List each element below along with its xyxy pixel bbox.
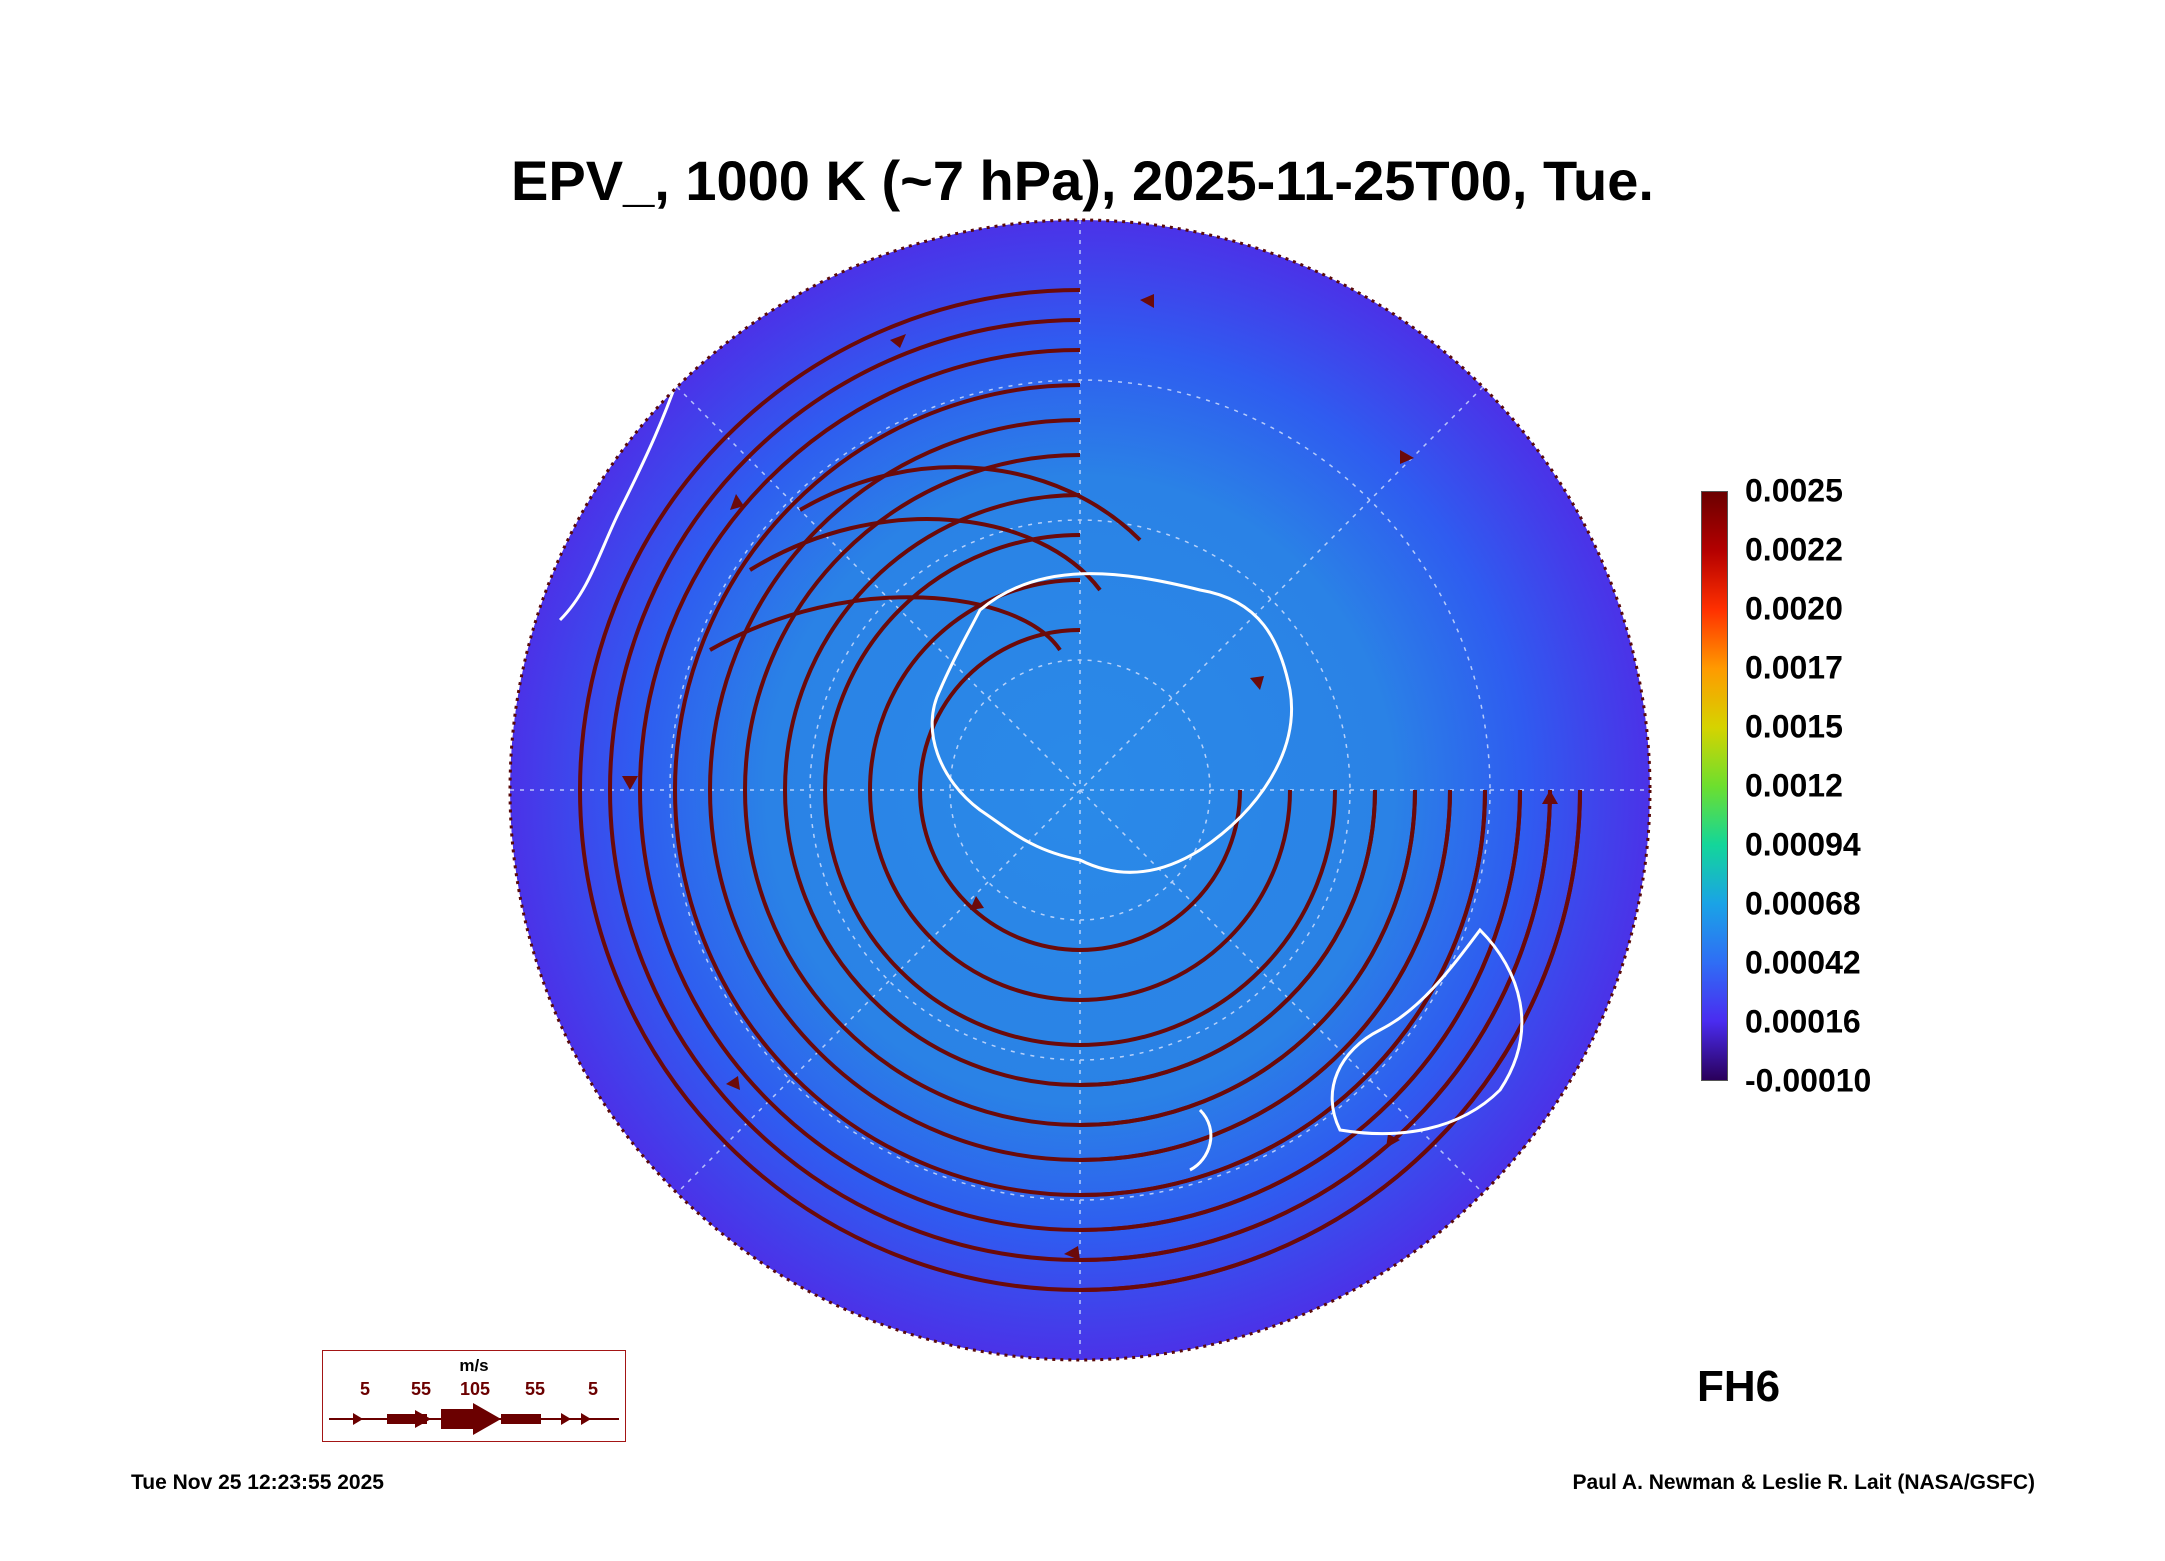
graticule [510, 220, 1650, 1360]
timestamp: Tue Nov 25 12:23:55 2025 [131, 1471, 384, 1494]
streamline [1079, 789, 1582, 1292]
streamline [1079, 789, 1417, 1127]
coastline-antarctica [930, 572, 1293, 874]
wind-legend-value: 5 [359, 1379, 371, 1399]
colorbar-tick-label: 0.0017 [1745, 649, 1843, 686]
colorbar-tick-label: 0.00094 [1745, 826, 1861, 863]
colorbar-tick-label: 0.0025 [1745, 472, 1843, 509]
arrowhead [1386, 1134, 1400, 1148]
wind-legend-value: 55 [524, 1379, 546, 1399]
arrowhead [1250, 676, 1264, 690]
colorbar-tick-label: 0.00016 [1745, 1003, 1861, 1040]
stream-arrows [622, 294, 1558, 1260]
streamline [1079, 789, 1377, 1087]
arrowhead [726, 1076, 740, 1090]
polar-map-svg [508, 218, 1652, 1362]
streamline [798, 465, 1142, 542]
coastline-australia [1330, 927, 1524, 1136]
streamline [1079, 789, 1452, 1162]
wind-legend-value: 5 [587, 1379, 599, 1399]
colorbar-tick-label: 0.0022 [1745, 531, 1843, 568]
colorbar [1701, 491, 1728, 1081]
coastline-new-zealand [1189, 1108, 1213, 1172]
colorbar-tick-label: 0.00042 [1745, 944, 1861, 981]
colorbar-tick-label: -0.00010 [1745, 1062, 1872, 1099]
streamline [823, 533, 1337, 1047]
credit: Paul A. Newman & Leslie R. Lait (NASA/GS… [1572, 1471, 2035, 1494]
streamline [1079, 789, 1552, 1262]
arrowhead [970, 896, 984, 910]
arrowhead [1542, 790, 1558, 804]
plot-title: EPV_, 1000 K (~7 hPa), 2025-11-25T00, Tu… [511, 149, 1654, 212]
arrowhead [730, 494, 744, 510]
polar-map [500, 210, 1660, 1370]
coastline-south-america [558, 339, 692, 622]
streamline [748, 517, 1102, 592]
arrowhead [1400, 450, 1414, 464]
wind-legend-arrows [329, 1403, 619, 1435]
wind-legend-value: 105 [459, 1379, 491, 1399]
streamlines [578, 288, 1582, 1292]
coastline-africa [1358, 220, 1521, 260]
streamline [1079, 789, 1487, 1197]
streamline [918, 628, 1242, 952]
colorbar-tick-label: 0.0020 [1745, 590, 1843, 627]
wind-speed-legend: m/s 5 55 105 55 5 [322, 1350, 626, 1442]
arrowhead [622, 776, 638, 790]
wind-unit-label: m/s [459, 1356, 489, 1375]
colorbar-tick-label: 0.0012 [1745, 767, 1843, 804]
forecast-hour-label: FH6 [1697, 1362, 1781, 1411]
wind-legend-value: 55 [410, 1379, 432, 1399]
streamline [868, 578, 1292, 1002]
colorbar-tick-label: 0.00068 [1745, 885, 1861, 922]
streamline [1079, 789, 1522, 1232]
colorbar-tick-label: 0.0015 [1745, 708, 1843, 745]
arrowhead [1064, 1246, 1080, 1260]
streamline [709, 595, 1062, 652]
arrowhead [1140, 294, 1154, 308]
arrowhead [890, 334, 906, 348]
